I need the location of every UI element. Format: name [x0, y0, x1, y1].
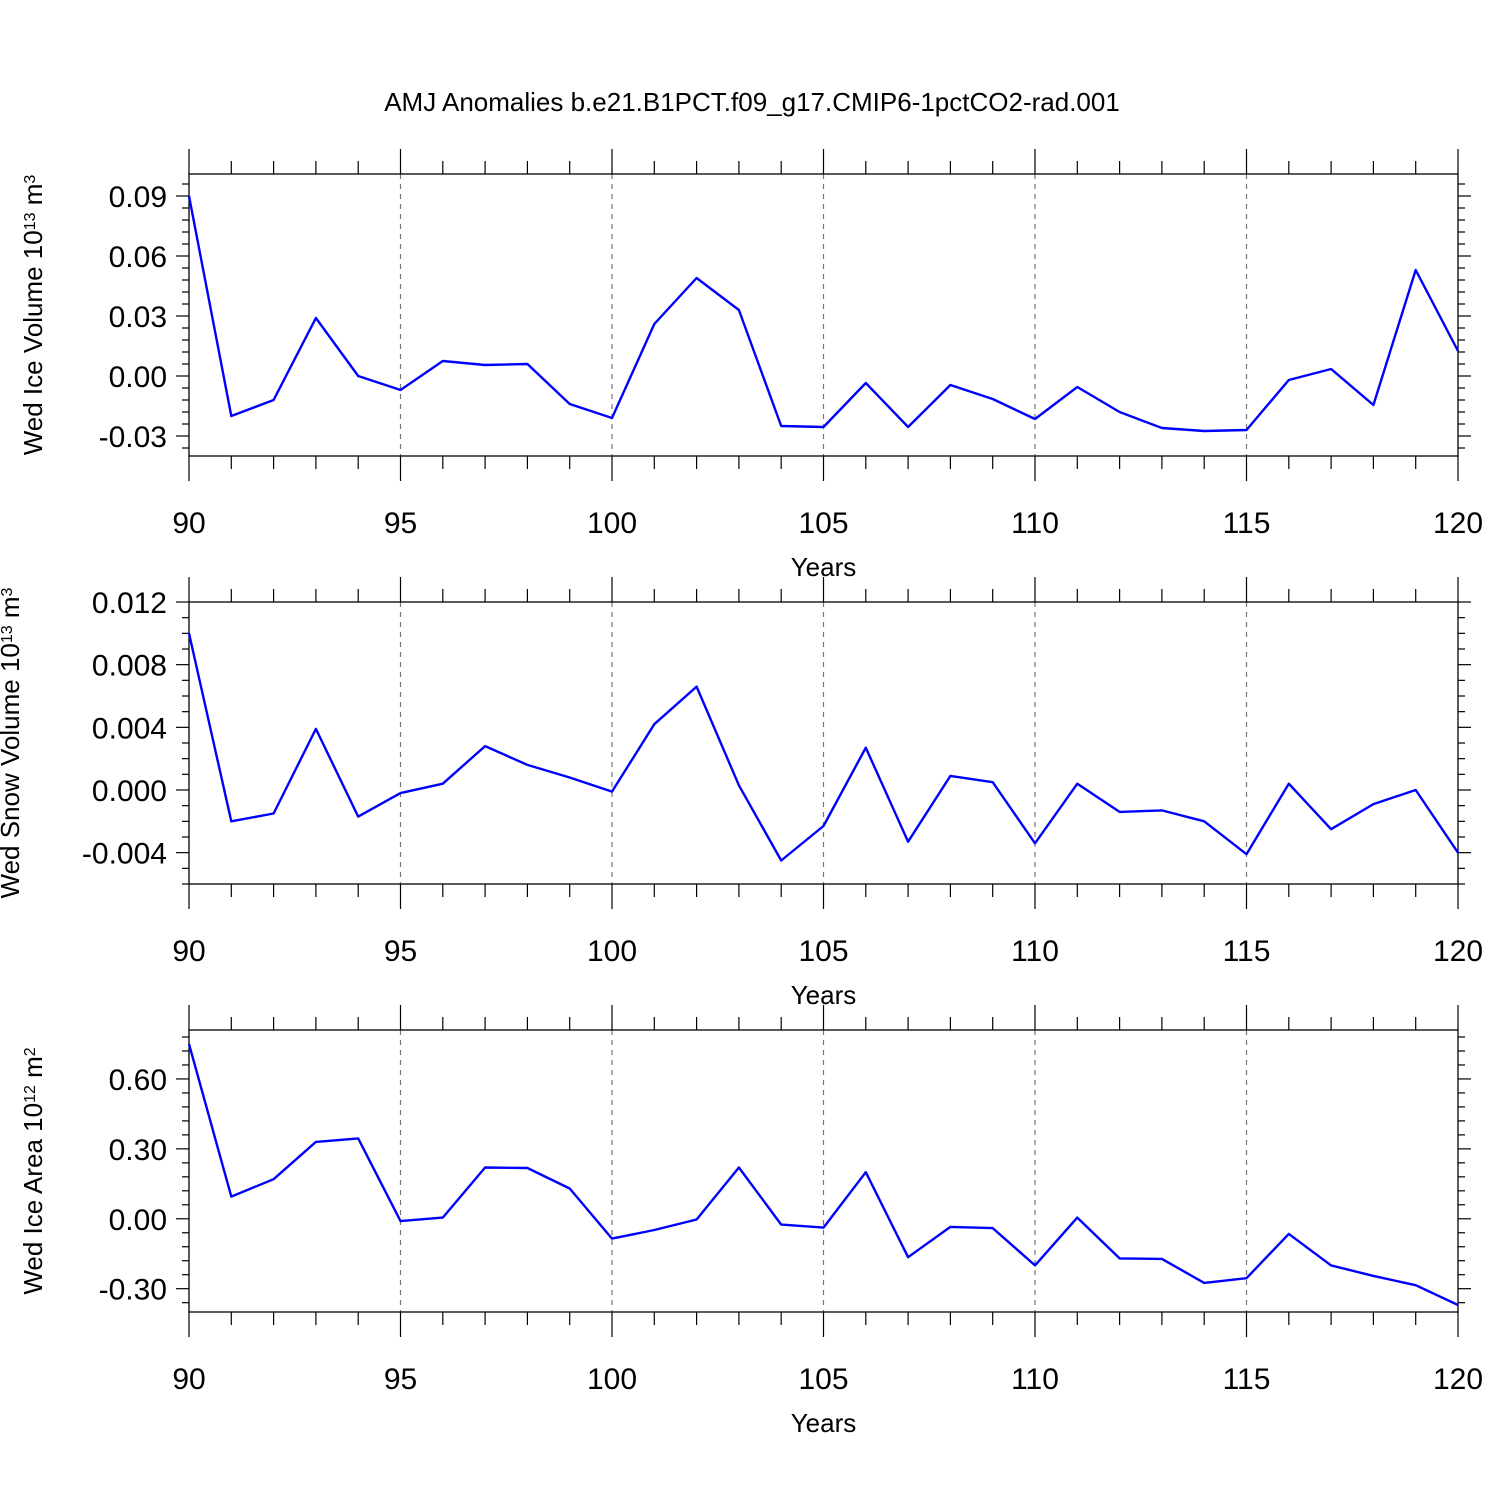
x-tick-label: 90 [172, 935, 205, 968]
y-tick-label: 0.012 [92, 587, 167, 620]
y-tick-label: 0.09 [109, 181, 167, 214]
y-axis-title: Wed Snow Volume 1013 m3 [0, 587, 25, 898]
x-tick-label: 115 [1223, 1363, 1271, 1396]
y-tick-label: 0.60 [109, 1064, 167, 1097]
x-tick-label: 110 [1011, 935, 1059, 968]
x-tick-label: 105 [798, 1363, 848, 1396]
y-axis-title-text: Wed Snow Volume 10 [0, 643, 25, 898]
series-line [187, 633, 1459, 862]
x-axis-title: Years [791, 1408, 857, 1438]
y-axis-title-superscript: 13 [0, 625, 16, 643]
panel-3: 90 95 100 105 110 115 120 -0.30 0.00 0.30 0.60 Year… [18, 1005, 1483, 1438]
y-tick-label: 0.000 [92, 775, 167, 808]
x-tick-label: 95 [384, 507, 417, 540]
y-tick-label: 0.30 [109, 1134, 167, 1167]
x-tick-label: 115 [1223, 507, 1271, 540]
x-tick-label: 120 [1433, 1363, 1483, 1396]
panel-1: 90 95 100 105 110 115 120 -0.03 0.00 0.03 0.06 0.09… [18, 149, 1483, 582]
x-tick-label: 95 [384, 935, 417, 968]
series-line [187, 1043, 1459, 1307]
x-tick-label: 110 [1011, 507, 1059, 540]
x-tick-label: 90 [172, 1363, 205, 1396]
x-tick-label: 120 [1433, 935, 1483, 968]
y-tick-label: 0.00 [109, 1204, 167, 1237]
panel-2: 90 95 100 105 110 115 120 -0.004 0.000 0.004 0.008… [0, 577, 1483, 1010]
panels: 90 95 100 105 110 115 120 -0.03 0.00 0.03 0.06 0.09… [0, 149, 1483, 1438]
figure-title: AMJ Anomalies b.e21.B1PCT.f09_g17.CMIP6-… [384, 87, 1120, 117]
x-tick-label: 120 [1433, 507, 1483, 540]
x-tick-label: 95 [384, 1363, 417, 1396]
y-axis-title-superscript: 13 [22, 212, 39, 230]
x-tick-label: 100 [587, 507, 637, 540]
y-axis-title-text: Wed Ice Volume 10 [18, 230, 48, 455]
y-tick-label: 0.00 [109, 361, 167, 394]
y-tick-label: -0.30 [99, 1274, 167, 1307]
x-tick-label: 110 [1011, 1363, 1059, 1396]
y-axis-title: Wed Ice Area 1012 m2 [18, 1047, 48, 1294]
y-axis-title-text: m [18, 1056, 48, 1085]
y-axis-title: Wed Ice Volume 1013 m3 [18, 175, 48, 456]
y-axis-title-text: m [0, 596, 25, 625]
y-axis-title-text: Wed Ice Area 10 [18, 1103, 48, 1295]
x-tick-label: 105 [798, 507, 848, 540]
y-tick-label: 0.008 [92, 650, 167, 683]
y-tick-label: 0.004 [92, 712, 167, 745]
y-axis-title-superscript: 3 [22, 175, 39, 184]
y-tick-label: 0.03 [109, 301, 167, 334]
x-tick-label: 90 [172, 507, 205, 540]
series-line [187, 195, 1460, 433]
y-tick-label: 0.06 [109, 241, 167, 274]
y-axis-title-text: m [18, 184, 48, 213]
x-tick-label: 100 [587, 935, 637, 968]
y-tick-label: -0.004 [82, 838, 167, 871]
y-axis-title-superscript: 2 [22, 1047, 39, 1056]
x-tick-label: 105 [798, 935, 848, 968]
x-tick-label: 115 [1223, 935, 1271, 968]
y-tick-label: -0.03 [99, 421, 167, 454]
x-tick-label: 100 [587, 1363, 637, 1396]
y-axis-title-superscript: 12 [22, 1085, 39, 1103]
y-axis-title-superscript: 3 [0, 587, 16, 596]
